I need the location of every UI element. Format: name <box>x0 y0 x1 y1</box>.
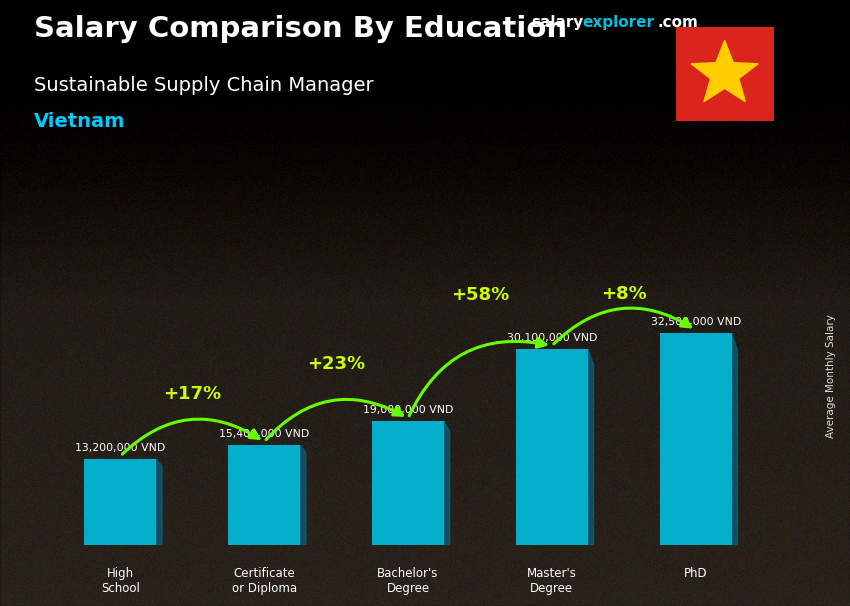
Text: +17%: +17% <box>163 385 221 404</box>
Text: Certificate
or Diploma: Certificate or Diploma <box>231 567 297 594</box>
Bar <box>660 333 732 545</box>
Text: 15,400,000 VND: 15,400,000 VND <box>219 428 309 439</box>
Bar <box>516 349 588 545</box>
Polygon shape <box>300 445 306 545</box>
Text: High
School: High School <box>101 567 139 594</box>
Text: .com: .com <box>657 15 698 30</box>
Text: +23%: +23% <box>307 355 366 373</box>
Text: Master's
Degree: Master's Degree <box>527 567 577 594</box>
Text: salary: salary <box>531 15 584 30</box>
Text: PhD: PhD <box>684 567 707 579</box>
Text: Average Monthly Salary: Average Monthly Salary <box>826 314 836 438</box>
Polygon shape <box>444 421 450 545</box>
Polygon shape <box>588 349 593 545</box>
Text: 32,500,000 VND: 32,500,000 VND <box>650 317 741 327</box>
Text: 19,000,000 VND: 19,000,000 VND <box>363 405 453 415</box>
Polygon shape <box>156 459 162 545</box>
Text: Salary Comparison By Education: Salary Comparison By Education <box>34 15 567 43</box>
Bar <box>372 421 444 545</box>
Text: 13,200,000 VND: 13,200,000 VND <box>75 443 166 453</box>
Text: +58%: +58% <box>450 286 509 304</box>
Polygon shape <box>691 41 758 102</box>
Text: Sustainable Supply Chain Manager: Sustainable Supply Chain Manager <box>34 76 374 95</box>
Text: +8%: +8% <box>601 285 647 302</box>
Polygon shape <box>732 333 738 545</box>
Text: 30,100,000 VND: 30,100,000 VND <box>507 333 597 342</box>
Text: Bachelor's
Degree: Bachelor's Degree <box>377 567 439 594</box>
Bar <box>228 445 300 545</box>
Text: explorer: explorer <box>582 15 654 30</box>
Text: Vietnam: Vietnam <box>34 112 126 131</box>
Bar <box>84 459 156 545</box>
